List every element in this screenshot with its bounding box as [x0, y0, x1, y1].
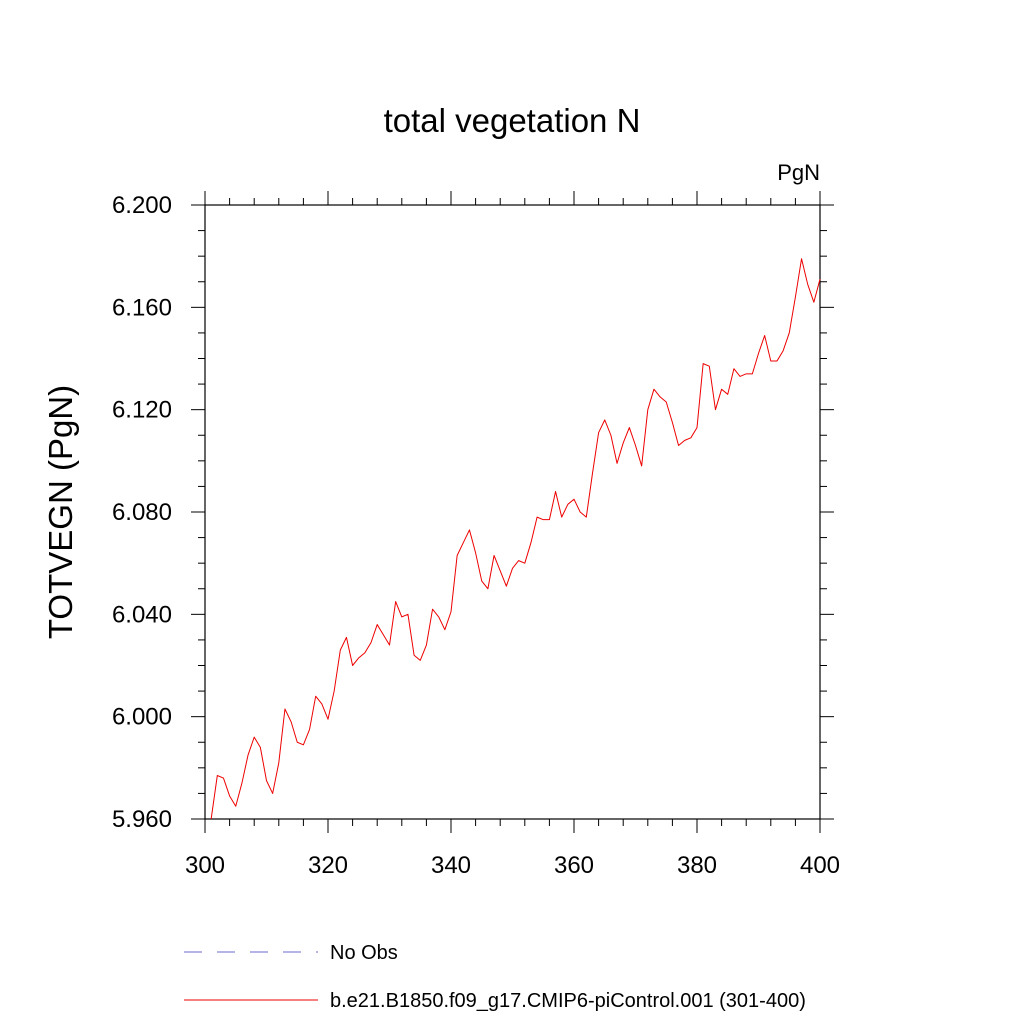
y-tick-label: 6.000 [112, 704, 172, 731]
x-tick-label: 360 [554, 852, 594, 879]
axis-ticks: 5.960 6.000 6.040 6.080 6.120 6.160 6.200 300 32… [112, 191, 840, 879]
y-tick-label: 6.160 [112, 294, 172, 321]
y-tick-label: 6.080 [112, 499, 172, 526]
series-line [210, 258, 821, 820]
chart-title: total vegetation N [384, 102, 641, 139]
y-tick-label: 5.960 [112, 806, 172, 833]
plot-frame [204, 204, 821, 820]
legend-label: No Obs [330, 942, 398, 964]
x-tick-label: 320 [308, 852, 348, 879]
units-label: PgN [777, 160, 820, 185]
x-tick-label: 300 [185, 852, 225, 879]
x-tick-label: 340 [431, 852, 471, 879]
y-axis-label: TOTVEGN (PgN) [42, 385, 79, 639]
y-tick-label: 6.040 [112, 601, 172, 628]
x-tick-label: 400 [800, 852, 840, 879]
legend-label: b.e21.B1850.f09_g17.CMIP6-piControl.001 … [330, 990, 806, 1012]
legend: No Obs b.e21.B1850.f09_g17.CMIP6-piContro… [184, 942, 806, 1012]
series-group [210, 258, 821, 820]
y-tick-label: 6.200 [112, 192, 172, 219]
x-tick-label: 380 [677, 852, 717, 879]
y-tick-label: 6.120 [112, 397, 172, 424]
